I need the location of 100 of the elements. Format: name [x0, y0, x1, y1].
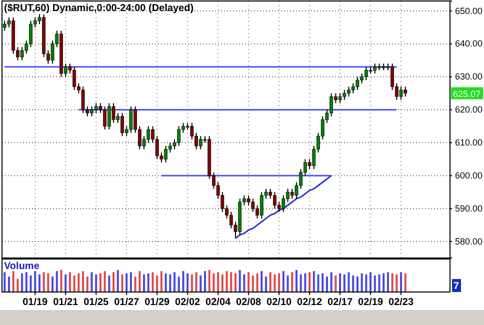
y-tick-label: 620.00: [455, 104, 483, 115]
bar: [264, 276, 267, 292]
bar: [360, 273, 363, 292]
x-tick-label: 01/21: [53, 297, 79, 308]
bar: [352, 276, 354, 292]
bar: [130, 272, 132, 292]
bar: [34, 271, 36, 292]
x-tick-label: 02/04: [206, 297, 232, 308]
bar: [330, 272, 332, 292]
bar: [230, 272, 232, 292]
bar: [221, 274, 224, 292]
candlestick: [129, 106, 133, 134]
bar: [326, 276, 328, 292]
text: 625.07: [453, 88, 481, 99]
bar: [160, 271, 162, 292]
bar: [308, 272, 311, 292]
bar: [317, 274, 320, 292]
bar: [182, 271, 184, 292]
bar: [248, 272, 250, 292]
bar: [204, 271, 206, 292]
bar: [304, 273, 306, 292]
bar: [234, 273, 236, 292]
candlestick: [356, 76, 360, 90]
candlestick: [112, 102, 116, 124]
bar: [190, 274, 193, 292]
bar: [404, 273, 406, 292]
bar: [60, 270, 62, 292]
bar: [38, 274, 40, 292]
bar: [343, 274, 346, 292]
bar: [200, 276, 202, 292]
bar: [56, 271, 58, 292]
bar: [348, 272, 350, 292]
x-tick-label: 02/19: [358, 297, 384, 308]
bar: [260, 271, 263, 292]
bar: [274, 274, 276, 292]
candlestick: [246, 194, 250, 206]
bar: [90, 272, 93, 292]
bar: [282, 271, 284, 292]
bar: [138, 271, 141, 292]
x-tick-label: 01/25: [84, 297, 110, 308]
bar: [143, 274, 146, 292]
chart-title: Volume: [4, 261, 40, 272]
bar: [370, 272, 372, 292]
bar: [278, 273, 280, 292]
bar: [16, 278, 19, 292]
bar: [174, 272, 176, 292]
chart-title: ($RUT,60) Dynamic,0:00-24:00 (Delayed): [4, 3, 194, 14]
x-tick-label: 02/17: [328, 297, 353, 308]
bar: [178, 276, 180, 292]
bar: [365, 274, 368, 292]
bar: [47, 273, 50, 292]
bar: [243, 274, 246, 292]
bar: [121, 274, 124, 292]
bar: [252, 276, 254, 292]
bar: [378, 274, 380, 292]
bar: [295, 270, 298, 292]
x-tick-label: 02/10: [266, 297, 292, 308]
bar: [312, 271, 315, 292]
y-tick-label: 640.00: [455, 38, 483, 49]
bar: [126, 273, 128, 292]
bar: [386, 272, 389, 292]
y-tick-label: 610.00: [455, 138, 483, 148]
bar: [68, 272, 71, 292]
bar: [322, 273, 324, 292]
x-tick-label: 02/02: [175, 297, 201, 308]
line-series: [234, 174, 332, 239]
bar: [300, 274, 302, 292]
bar: [269, 272, 272, 292]
bar: [195, 272, 198, 292]
text: 7: [454, 281, 460, 292]
bar: [208, 270, 210, 292]
bar: [21, 273, 24, 292]
bar: [217, 272, 220, 292]
bar: [95, 274, 98, 292]
bar: [134, 276, 136, 292]
x-tick-label: 02/12: [297, 297, 322, 308]
bar: [112, 272, 115, 292]
bar: [25, 272, 28, 292]
y-tick-label: 630.00: [455, 72, 483, 82]
bar: [73, 276, 76, 292]
y-tick-label: 600.00: [455, 170, 483, 181]
bar: [52, 276, 54, 292]
x-tick-label: 02/08: [236, 297, 262, 308]
bar: [212, 273, 215, 292]
bar: [169, 274, 172, 292]
bar: [64, 274, 67, 292]
bar: [356, 276, 358, 292]
bar: [238, 270, 241, 292]
candlestick: [81, 86, 85, 114]
candlestick: [338, 92, 342, 104]
x-tick-label: 02/23: [388, 297, 414, 308]
bar: [374, 276, 376, 292]
bar: [156, 276, 158, 292]
bar: [286, 276, 289, 292]
bar: [4, 272, 6, 292]
x-tick-label: 01/19: [22, 297, 48, 308]
bar: [334, 276, 337, 292]
bar: [186, 273, 189, 292]
y-tick-label: 580.00: [455, 236, 483, 246]
bar: [391, 273, 394, 292]
